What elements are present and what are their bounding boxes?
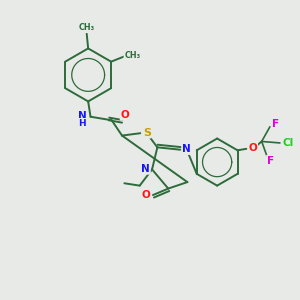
Text: S: S <box>143 128 151 138</box>
Text: O: O <box>141 190 150 200</box>
Text: N: N <box>182 144 191 154</box>
Text: H: H <box>79 119 86 128</box>
Text: F: F <box>272 119 279 129</box>
Text: O: O <box>121 110 129 120</box>
Text: N: N <box>141 164 150 174</box>
Text: O: O <box>248 142 257 153</box>
Text: N: N <box>78 110 87 121</box>
Text: Cl: Cl <box>283 138 294 148</box>
Text: CH₃: CH₃ <box>79 23 95 32</box>
Text: CH₃: CH₃ <box>124 51 140 60</box>
Text: F: F <box>267 156 274 166</box>
